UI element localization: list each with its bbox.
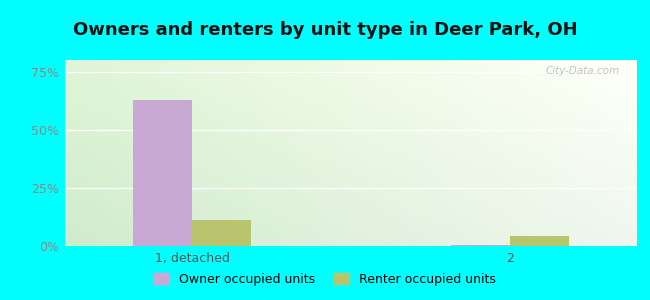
Text: Owners and renters by unit type in Deer Park, OH: Owners and renters by unit type in Deer … [73,21,577,39]
Bar [133,100,192,246]
Bar [450,245,510,246]
Bar [192,220,252,246]
Legend: Owner occupied units, Renter occupied units: Owner occupied units, Renter occupied un… [149,268,501,291]
Text: City-Data.com: City-Data.com [546,66,620,76]
Bar [510,236,569,246]
